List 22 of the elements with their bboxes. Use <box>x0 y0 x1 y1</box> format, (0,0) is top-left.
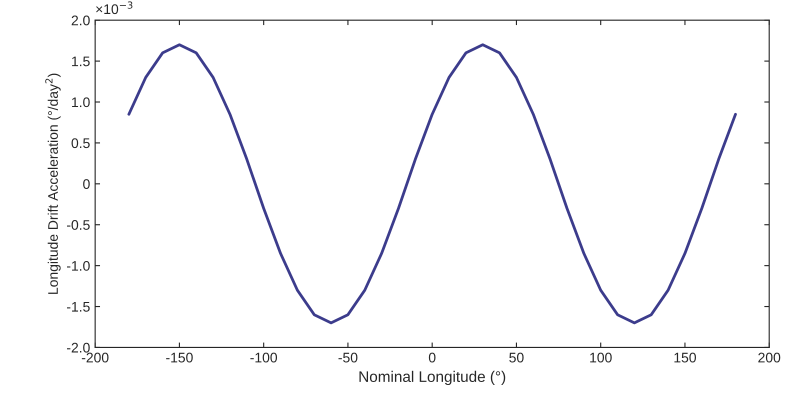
y-tick-label: -2.0 <box>66 342 90 353</box>
y-tick-label: -1.0 <box>66 260 90 271</box>
text: ×10$^{−3}$ <box>96 1 132 14</box>
y-tick-label: 2.0 <box>72 16 90 26</box>
y-tick-label: -1.5 <box>66 302 90 312</box>
y-tick-label: 1.0 <box>72 97 90 108</box>
x-tick-label: -150 <box>166 352 193 363</box>
x-tick-label: 0 <box>428 352 436 363</box>
y-tick-label: 0.5 <box>72 138 90 148</box>
line-series <box>127 43 737 324</box>
y-tick-label: 1.5 <box>72 56 90 66</box>
x-tick-label: 100 <box>590 352 612 363</box>
y-tick-label: 0 <box>83 179 90 189</box>
y-tick-label: -0.5 <box>66 220 90 230</box>
x-tick-label: -200 <box>82 352 109 363</box>
x-tick-label: 150 <box>674 352 696 363</box>
x-tick-label: 200 <box>758 352 780 363</box>
y-axis-title: Longitude Drift Acceleration (°/day$^{2}$) <box>45 74 61 294</box>
x-tick-label: -100 <box>250 352 278 363</box>
x-tick-label: 50 <box>509 352 524 363</box>
x-tick-label: -50 <box>338 352 358 363</box>
x-axis-title: Nominal Longitude (°) <box>359 370 506 386</box>
